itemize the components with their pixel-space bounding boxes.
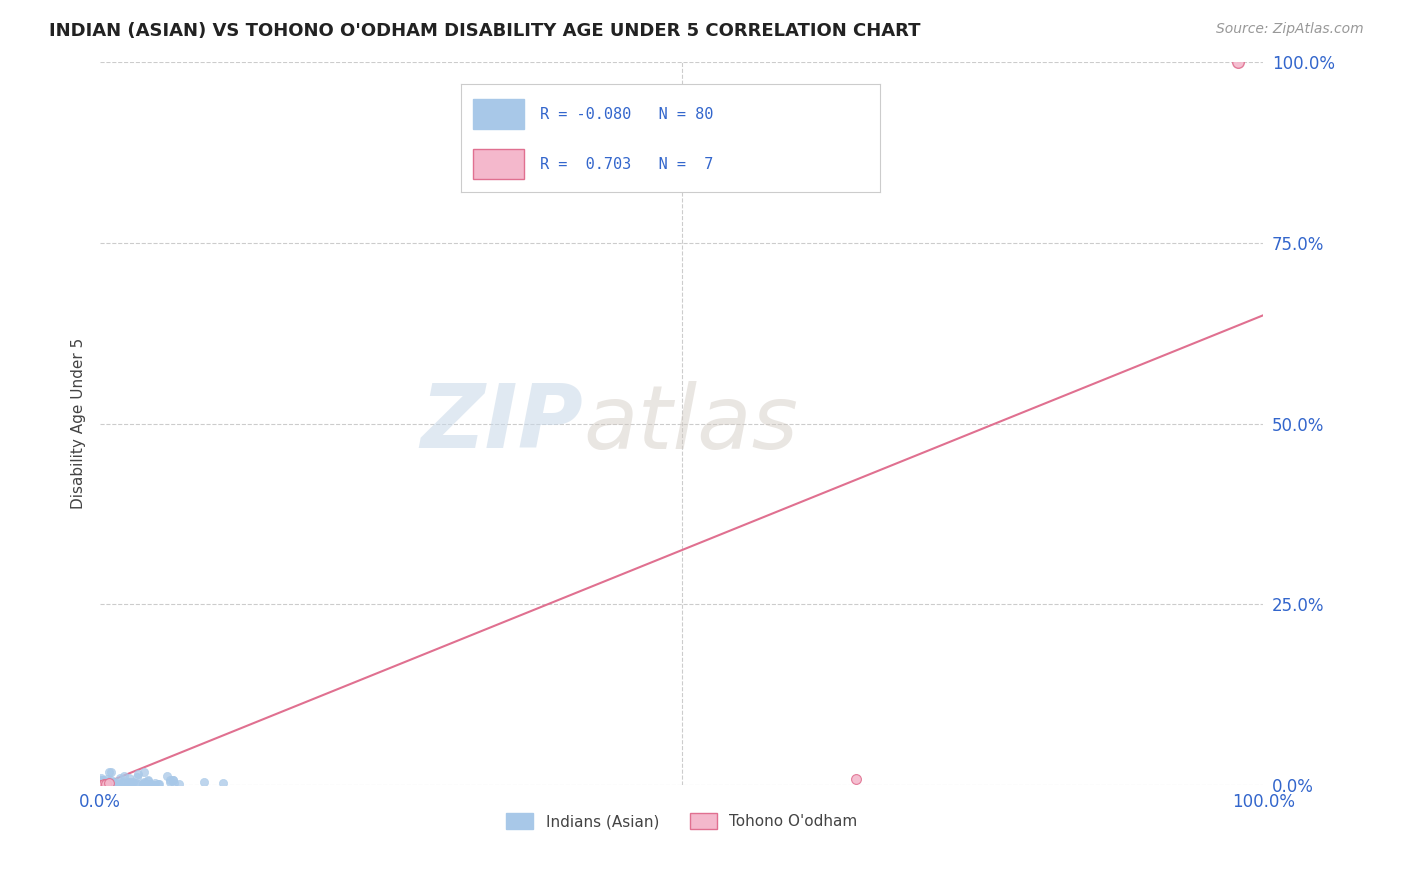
Point <box>96 777 118 791</box>
Point <box>96 778 118 792</box>
Point <box>138 776 160 790</box>
Point <box>101 777 124 791</box>
Point <box>90 778 112 792</box>
Point <box>148 777 170 791</box>
Text: INDIAN (ASIAN) VS TOHONO O'ODHAM DISABILITY AGE UNDER 5 CORRELATION CHART: INDIAN (ASIAN) VS TOHONO O'ODHAM DISABIL… <box>49 22 921 40</box>
Point <box>96 772 118 787</box>
Point <box>90 778 112 792</box>
Point <box>139 778 162 792</box>
Point <box>193 774 215 789</box>
Point <box>146 777 169 791</box>
Point <box>98 773 121 788</box>
Point <box>96 776 118 790</box>
Point <box>90 771 112 785</box>
Point <box>91 775 114 789</box>
Point <box>120 775 142 789</box>
Point <box>117 778 139 792</box>
Point <box>121 774 143 789</box>
Point <box>90 774 112 789</box>
Point <box>97 777 120 791</box>
Point <box>212 776 235 790</box>
Point <box>159 773 181 788</box>
Point <box>156 769 179 783</box>
Point <box>132 777 155 791</box>
Point <box>101 777 124 791</box>
Point <box>97 777 120 791</box>
Point <box>162 772 184 787</box>
Point <box>98 774 121 789</box>
Legend: Indians (Asian), Tohono O'odham: Indians (Asian), Tohono O'odham <box>501 807 863 835</box>
Point <box>111 777 134 791</box>
Point <box>845 772 868 787</box>
Y-axis label: Disability Age Under 5: Disability Age Under 5 <box>72 338 86 509</box>
Point <box>108 777 131 791</box>
Point <box>100 775 122 789</box>
Point <box>105 778 128 792</box>
Point <box>159 775 181 789</box>
Point <box>143 778 166 792</box>
Point <box>101 776 124 790</box>
Point <box>104 777 127 791</box>
Point <box>91 777 114 791</box>
Point <box>131 776 153 790</box>
Point <box>93 777 115 791</box>
Point <box>163 775 186 789</box>
Point <box>132 775 155 789</box>
Point <box>117 774 139 789</box>
Point <box>118 778 141 792</box>
Text: Source: ZipAtlas.com: Source: ZipAtlas.com <box>1216 22 1364 37</box>
Point <box>89 777 111 791</box>
Point <box>118 771 141 785</box>
Point <box>103 776 125 790</box>
Point <box>97 765 120 780</box>
Point <box>141 778 163 792</box>
Point <box>98 775 121 789</box>
Point <box>167 777 190 791</box>
Point <box>93 772 115 787</box>
Point <box>132 774 155 789</box>
Point <box>103 778 125 792</box>
Point <box>143 775 166 789</box>
Point <box>111 775 134 789</box>
Point <box>132 765 155 780</box>
Point <box>112 769 135 783</box>
Point <box>108 771 131 785</box>
Text: atlas: atlas <box>583 381 797 467</box>
Point <box>1226 55 1249 70</box>
Point <box>101 777 124 791</box>
Point <box>136 774 159 789</box>
Point <box>94 777 117 791</box>
Point <box>90 776 112 790</box>
Point <box>90 775 112 789</box>
Point <box>108 778 131 792</box>
Point <box>162 773 184 788</box>
Point <box>125 776 148 790</box>
Point <box>96 775 118 789</box>
Point <box>136 772 159 787</box>
Point <box>117 778 139 792</box>
Point <box>105 778 128 792</box>
Point <box>104 777 127 791</box>
Point <box>127 770 149 784</box>
Point <box>139 777 162 791</box>
Point <box>127 767 149 781</box>
Point <box>125 778 148 792</box>
Point <box>98 776 121 790</box>
Point <box>120 775 142 789</box>
Point <box>100 765 122 780</box>
Text: ZIP: ZIP <box>420 380 583 467</box>
Point <box>132 778 155 792</box>
Point <box>90 773 112 788</box>
Point <box>91 773 114 788</box>
Point <box>97 777 120 791</box>
Point <box>104 775 127 789</box>
Point <box>100 773 122 788</box>
Point <box>90 775 112 789</box>
